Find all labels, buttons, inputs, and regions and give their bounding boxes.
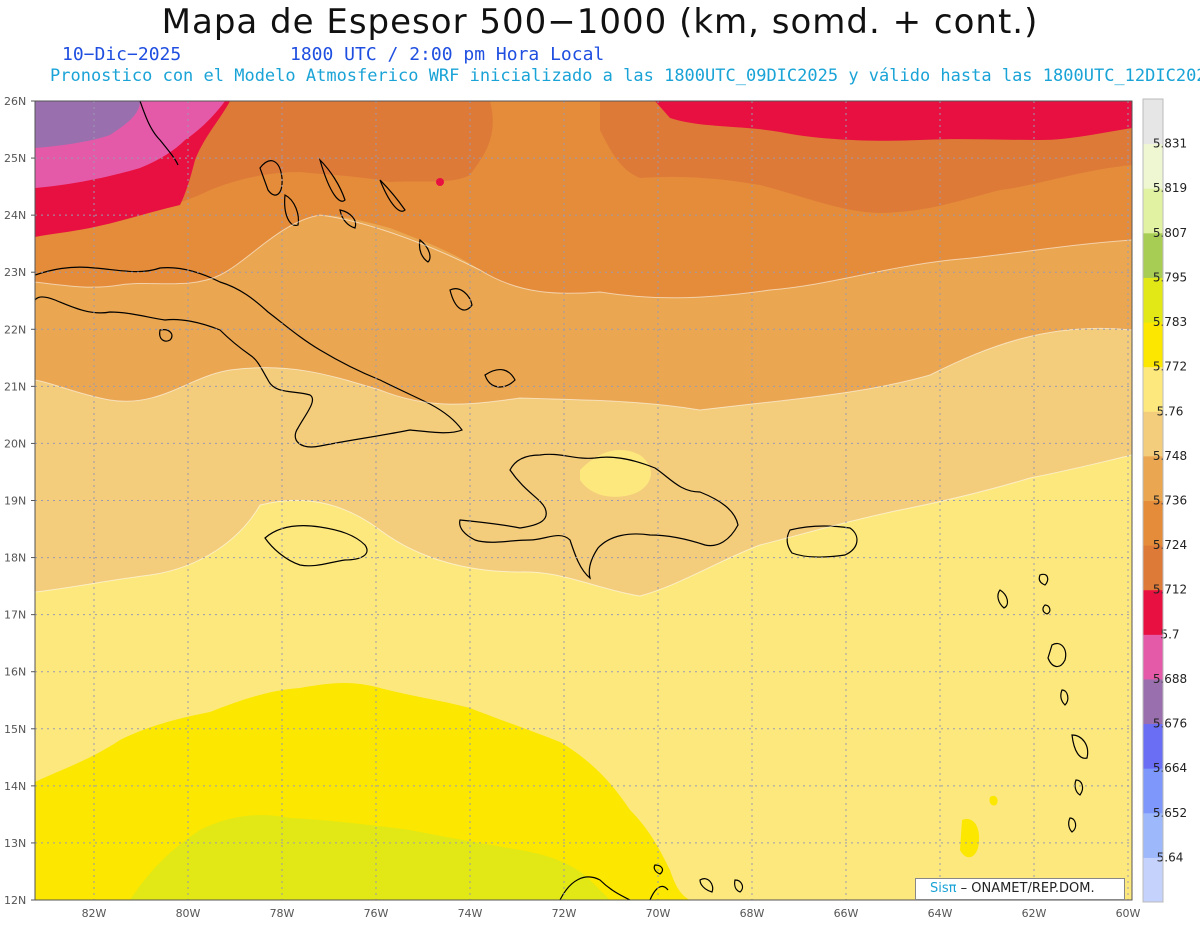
credit-box: Sisπ – ONAMET/REP.DOM. bbox=[915, 878, 1125, 900]
forecast-description: Pronostico con el Modelo Atmosferico WRF… bbox=[50, 66, 1200, 86]
lat-label: 20N bbox=[4, 437, 26, 450]
lat-label: 22N bbox=[4, 323, 26, 336]
colorbar-label: 5.807 bbox=[1153, 226, 1187, 240]
colorbar-label: 5.712 bbox=[1153, 583, 1187, 597]
colorbar-swatch bbox=[1143, 411, 1163, 457]
colorbar-swatch bbox=[1143, 545, 1163, 591]
colorbar-swatch bbox=[1143, 678, 1163, 725]
colorbar-label: 5.652 bbox=[1153, 806, 1187, 820]
credit-org: – ONAMET/REP.DOM. bbox=[960, 881, 1095, 896]
lat-label: 23N bbox=[4, 266, 26, 279]
colorbar-swatch bbox=[1143, 634, 1163, 680]
colorbar-swatch bbox=[1143, 232, 1163, 278]
colorbar-swatch bbox=[1143, 589, 1163, 635]
longitude-labels: 82W 80W 78W 76W 74W 72W 70W 68W 66W 64W 62W 60W bbox=[82, 907, 1141, 920]
lon-label: 64W bbox=[928, 907, 953, 920]
lat-label: 15N bbox=[4, 723, 26, 736]
colorbar-label: 5.831 bbox=[1153, 137, 1187, 151]
colorbar-swatch bbox=[1143, 277, 1163, 323]
colorbar-label: 5.736 bbox=[1153, 494, 1187, 508]
lon-label: 70W bbox=[646, 907, 671, 920]
colorbar-label: 5.724 bbox=[1153, 538, 1187, 552]
colorbar-swatch bbox=[1143, 322, 1163, 368]
lon-label: 82W bbox=[82, 907, 107, 920]
colorbar-label: 5.688 bbox=[1153, 672, 1187, 686]
colorbar-swatch bbox=[1143, 143, 1163, 189]
colorbar-swatch bbox=[1143, 812, 1163, 858]
map-title: Mapa de Espesor 500−1000 (km, somd. + co… bbox=[161, 2, 1039, 42]
colorbar-swatch bbox=[1143, 857, 1163, 903]
lon-label: 74W bbox=[458, 907, 483, 920]
colorbar-swatch bbox=[1143, 455, 1163, 501]
lat-label: 14N bbox=[4, 780, 26, 793]
map-grid bbox=[35, 101, 1132, 900]
lat-label: 19N bbox=[4, 495, 26, 508]
lat-label: 26N bbox=[4, 95, 26, 108]
lat-label: 24N bbox=[4, 209, 26, 222]
colorbar-label: 5.664 bbox=[1153, 761, 1187, 775]
colorbar-label: 5.64 bbox=[1157, 850, 1184, 864]
latitude-labels: 26N 25N 24N 23N 22N 21N 20N 19N 18N 17N 16N 15N 14N 1… bbox=[4, 95, 35, 907]
forecast-time: 1800 UTC / 2:00 pm Hora Local bbox=[290, 44, 605, 65]
colorbar-label: 5.7 bbox=[1160, 627, 1179, 641]
lon-label: 62W bbox=[1022, 907, 1047, 920]
colorbar-swatch bbox=[1143, 768, 1163, 814]
lon-label: 78W bbox=[270, 907, 295, 920]
colorbar-label: 5.783 bbox=[1153, 315, 1187, 329]
lat-label: 13N bbox=[4, 837, 26, 850]
lat-label: 17N bbox=[4, 609, 26, 622]
lon-label: 60W bbox=[1116, 907, 1141, 920]
colorbar-swatch bbox=[1143, 366, 1163, 412]
colorbar-swatch bbox=[1143, 99, 1163, 145]
colorbar-swatch bbox=[1143, 500, 1163, 546]
colorbar-label: 5.76 bbox=[1157, 404, 1184, 418]
sispi-logo: Sisπ bbox=[930, 881, 957, 896]
colorbar-label: 5.748 bbox=[1153, 449, 1187, 463]
forecast-date: 10−Dic−2025 bbox=[62, 44, 182, 65]
map-field bbox=[35, 101, 1132, 900]
lon-label: 66W bbox=[834, 907, 859, 920]
lat-label: 12N bbox=[4, 894, 26, 907]
colorbar-label: 5.795 bbox=[1153, 270, 1187, 284]
colorbar: 5.64 5.652 5.664 5.676 5.688 5.7 5.712 5.724 5.7… bbox=[1142, 98, 1187, 903]
colorbar-swatch bbox=[1143, 188, 1163, 234]
colorbar-label: 5.772 bbox=[1153, 360, 1187, 374]
lat-label: 16N bbox=[4, 666, 26, 679]
lon-label: 72W bbox=[552, 907, 577, 920]
coastlines bbox=[35, 101, 1089, 900]
colorbar-label: 5.819 bbox=[1153, 181, 1187, 195]
lat-label: 21N bbox=[4, 380, 26, 393]
lat-label: 25N bbox=[4, 152, 26, 165]
lon-label: 80W bbox=[176, 907, 201, 920]
lat-label: 18N bbox=[4, 552, 26, 565]
colorbar-label: 5.676 bbox=[1153, 717, 1187, 731]
lon-label: 68W bbox=[740, 907, 765, 920]
colorbar-swatch bbox=[1143, 723, 1163, 769]
lon-label: 76W bbox=[364, 907, 389, 920]
